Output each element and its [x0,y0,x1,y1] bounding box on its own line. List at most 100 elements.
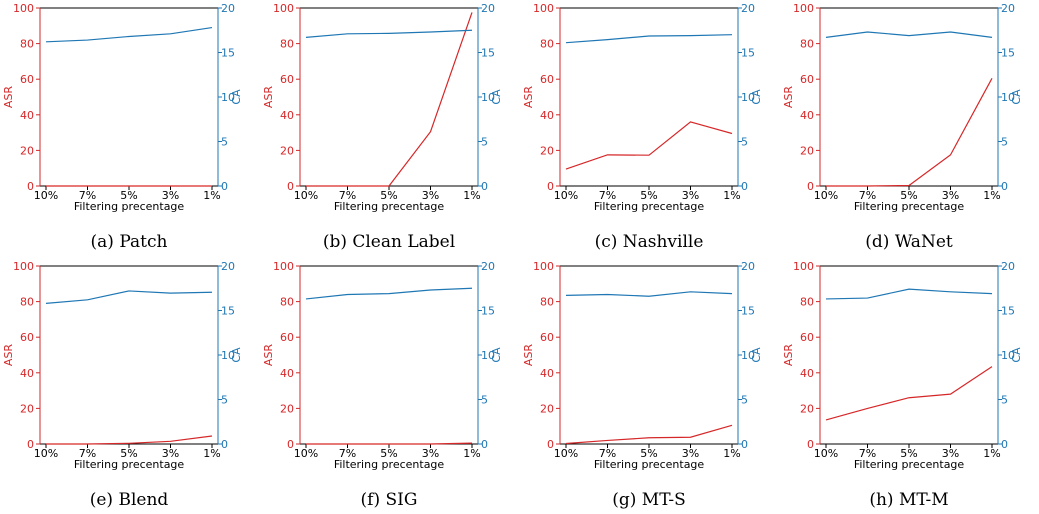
ca-tick-label: 20 [481,260,495,273]
x-tick-label: 1% [983,189,1000,202]
ca-tick-label: 10 [221,91,235,104]
ca-axis-label: CA [230,89,243,105]
x-tick-label: 10% [34,189,58,202]
asr-axis-label: ASR [262,86,275,109]
subplot-7: 0 20 40 60 80 100 0 5 10 15 20 10% 7% 5% 3% 1% Filtering… [522,260,763,510]
asr-tick-label: 60 [20,331,34,344]
asr-tick-label: 0 [27,180,34,193]
asr-tick-label: 80 [20,296,34,309]
asr-tick-label: 60 [800,331,814,344]
ca-tick-label: 10 [1001,91,1015,104]
x-axis-label: Filtering precentage [334,458,445,471]
subplot-caption: (d) WaNet [865,232,953,252]
subplot-3: 0 20 40 60 80 100 0 5 10 15 20 10% 7% 5% 3% 1% Filtering… [522,2,763,252]
x-tick-label: 3% [682,189,699,202]
asr-tick-label: 80 [280,38,294,51]
ca-tick-label: 15 [741,305,755,318]
ca-series-line [45,290,213,304]
ca-tick-label: 10 [741,91,755,104]
asr-tick-label: 40 [280,109,294,122]
x-tick-label: 3% [682,447,699,460]
asr-series-line [306,12,473,187]
ca-series-line [305,29,473,38]
ca-tick-label: 5 [221,394,228,407]
asr-series-line [565,121,733,170]
x-tick-label: 3% [162,447,179,460]
ca-tick-label: 5 [481,136,488,149]
asr-tick-label: 100 [13,2,34,15]
asr-series-line [825,366,993,421]
ca-tick-label: 0 [221,180,228,193]
asr-tick-label: 20 [20,402,34,415]
x-tick-label: 7% [599,189,616,202]
asr-tick-label: 20 [20,144,34,157]
ca-tick-label: 0 [481,438,488,451]
asr-axis-label: ASR [2,344,15,367]
x-tick-label: 10% [554,447,578,460]
asr-axis-label: ASR [522,86,535,109]
ca-tick-label: 15 [741,47,755,60]
asr-tick-label: 40 [280,367,294,380]
asr-tick-label: 100 [793,2,814,15]
x-tick-label: 1% [983,447,1000,460]
asr-tick-label: 20 [280,144,294,157]
x-axis-label: Filtering precentage [594,458,705,471]
ca-tick-label: 20 [741,2,755,15]
x-axis-label: Filtering precentage [74,200,185,213]
ca-tick-label: 0 [1001,180,1008,193]
x-axis-label: Filtering precentage [854,458,965,471]
ca-tick-label: 10 [741,349,755,362]
ca-series-line [565,291,733,297]
subplot-caption: (e) Blend [90,490,169,510]
asr-axis-label: ASR [262,344,275,367]
x-tick-label: 10% [554,189,578,202]
asr-tick-label: 100 [273,260,294,273]
x-tick-label: 1% [463,447,480,460]
asr-tick-label: 80 [800,38,814,51]
ca-tick-label: 10 [481,91,495,104]
ca-tick-label: 10 [1001,349,1015,362]
x-tick-label: 3% [942,447,959,460]
ca-series-line [825,288,993,300]
x-tick-label: 3% [942,189,959,202]
subplot-2: 0 20 40 60 80 100 0 5 10 15 20 10% 7% 5% 3% 1% Filtering… [262,2,503,252]
ca-tick-label: 10 [481,349,495,362]
ca-tick-label: 15 [221,47,235,60]
ca-tick-label: 5 [1001,394,1008,407]
asr-tick-label: 60 [540,331,554,344]
asr-tick-label: 40 [540,109,554,122]
subplot-caption: (c) Nashville [595,232,704,252]
asr-tick-label: 40 [800,367,814,380]
asr-tick-label: 80 [20,38,34,51]
ca-tick-label: 20 [741,260,755,273]
x-tick-label: 7% [79,447,96,460]
asr-tick-label: 40 [540,367,554,380]
asr-tick-label: 0 [547,180,554,193]
ca-axis-label: CA [1010,89,1023,105]
asr-tick-label: 60 [540,73,554,86]
x-tick-label: 10% [34,447,58,460]
x-tick-label: 5% [900,189,917,202]
subplot-6: 0 20 40 60 80 100 0 5 10 15 20 10% 7% 5% 3% 1% Filtering… [262,260,503,510]
x-tick-label: 1% [723,189,740,202]
ca-tick-label: 15 [1001,305,1015,318]
x-tick-label: 1% [463,189,480,202]
x-tick-label: 3% [162,189,179,202]
asr-series-line [565,424,733,445]
asr-tick-label: 0 [807,180,814,193]
asr-tick-label: 80 [280,296,294,309]
ca-tick-label: 5 [741,136,748,149]
ca-series-line [45,26,213,43]
x-tick-label: 7% [859,189,876,202]
ca-tick-label: 20 [481,2,495,15]
ca-axis-label: CA [750,89,763,105]
asr-axis-label: ASR [782,344,795,367]
subplot-caption: (b) Clean Label [323,232,455,252]
ca-tick-label: 20 [1001,2,1015,15]
ca-tick-label: 0 [481,180,488,193]
ca-tick-label: 0 [1001,438,1008,451]
x-axis-label: Filtering precentage [594,200,705,213]
asr-tick-label: 100 [273,2,294,15]
x-tick-label: 10% [814,447,838,460]
